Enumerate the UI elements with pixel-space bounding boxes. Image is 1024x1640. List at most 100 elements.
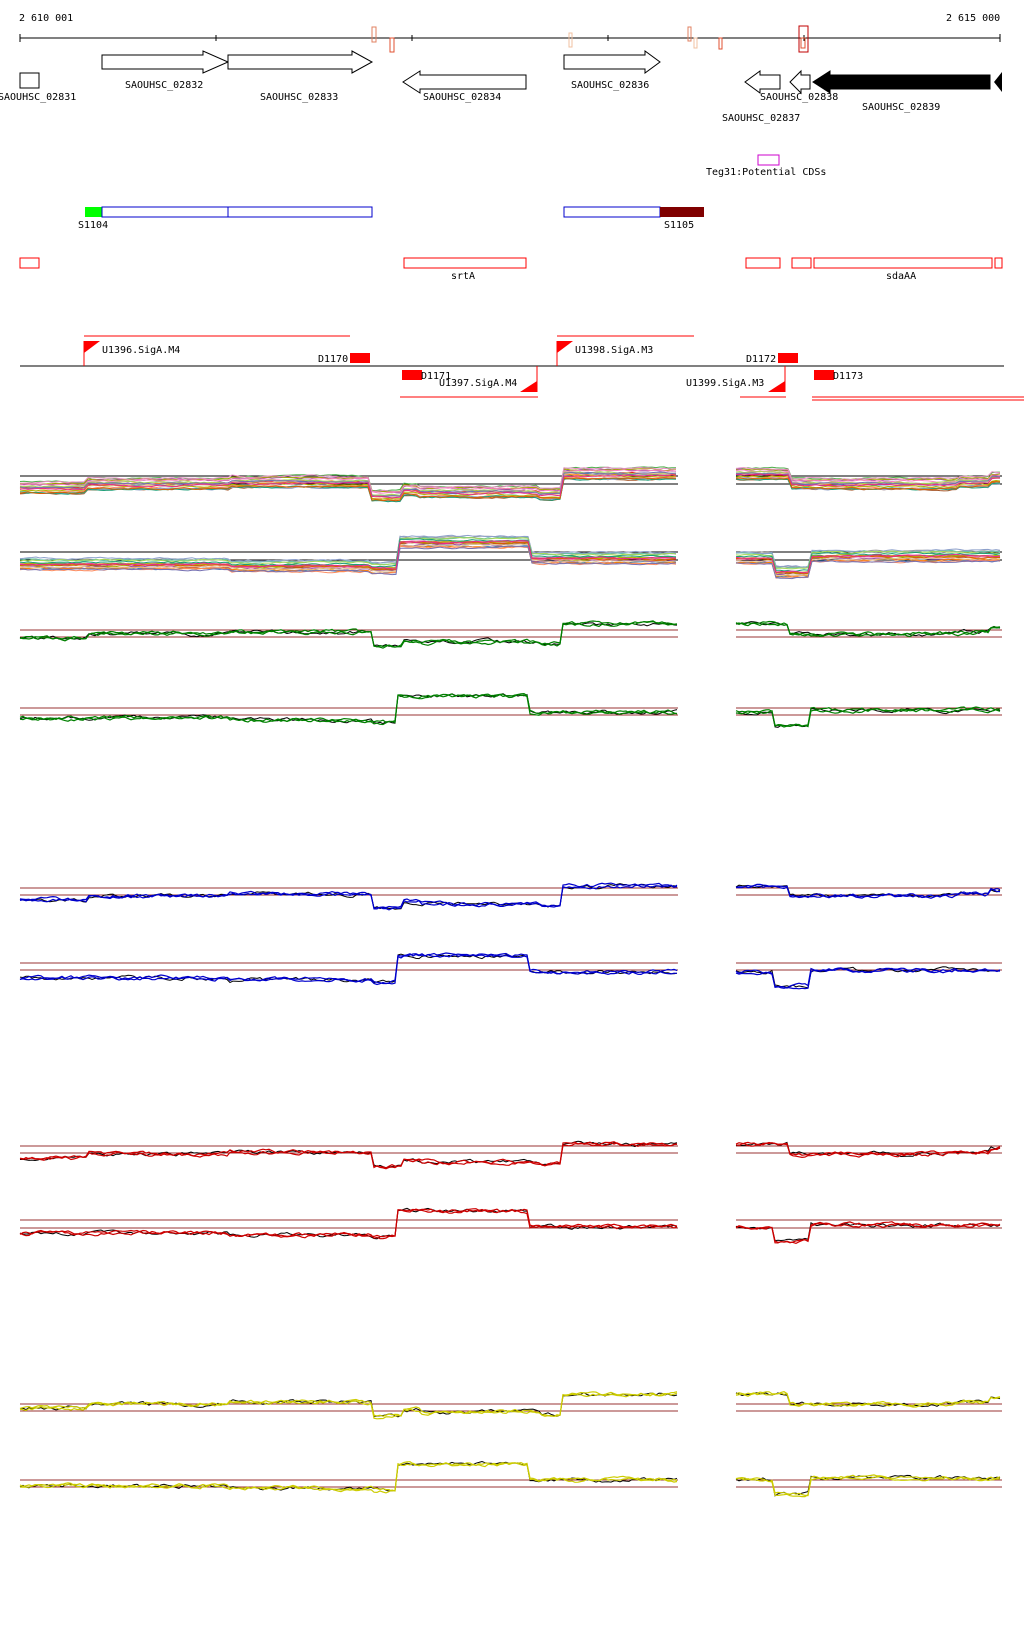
expression-panels <box>19 466 1002 1498</box>
panel-1-profile <box>19 471 677 496</box>
gene-saouhsc-02836[interactable]: SAOUHSC_02836 <box>563 50 661 91</box>
segment-label: S1105 <box>664 220 694 231</box>
panel-1-profile <box>20 545 677 576</box>
gene-track: SAOUHSC_02831 SAOUHSC_02832 SAOUHSC_0283… <box>0 50 1002 124</box>
panel-1-profile <box>735 550 1001 570</box>
upshift-u1398[interactable]: U1398.SigA.M3 <box>556 341 653 366</box>
panel-4-profile-top <box>735 1141 1001 1159</box>
gene-label: SAOUHSC_02832 <box>125 80 203 91</box>
downshift-label: D1172 <box>746 354 776 365</box>
gene-saouhsc-02834[interactable]: SAOUHSC_02834 <box>402 70 527 103</box>
potential-cds-track: Teg31:Potential CDSs <box>706 154 826 178</box>
gene-saouhsc-02837[interactable]: SAOUHSC_02837 <box>722 70 800 124</box>
panel-1-profile <box>19 474 677 499</box>
panel-5-profile-bottom <box>19 1461 678 1492</box>
panel-1-profile <box>735 473 1001 487</box>
segment-s1104-a[interactable] <box>101 206 229 218</box>
gene-saouhsc-02833[interactable]: SAOUHSC_02833 <box>227 50 374 103</box>
panel-4-profile-top <box>19 1141 678 1169</box>
panel-4-profile-bottom <box>19 1208 678 1238</box>
gene-name-track: srtA sdaAA <box>19 257 1003 282</box>
panel-4-profile-top <box>735 1142 1001 1158</box>
panel-2-profile-top <box>735 620 1001 638</box>
panel-1-profile <box>735 560 1001 580</box>
coordinate-ruler <box>19 25 1001 53</box>
segment-s1104-start[interactable] <box>85 207 102 217</box>
gene-name-label: sdaAA <box>886 271 916 282</box>
panel-1-profile <box>19 538 677 568</box>
downshift-label: D1171 <box>421 371 451 382</box>
upshift-label: U1397.SigA.M4 <box>439 378 517 389</box>
gene-label: SAOUHSC_02833 <box>260 92 338 103</box>
panel-5-profile-top <box>19 1391 678 1420</box>
panel-1-profile <box>735 477 1001 491</box>
panel-2-profile-top <box>19 620 678 649</box>
panel-3-profile-bottom <box>19 953 678 984</box>
panel-4-profile-bottom <box>735 1221 1001 1244</box>
panel-2-profile-top <box>735 622 1001 638</box>
panel-2-profile-top <box>736 621 1001 637</box>
gene-label: SAOUHSC_02839 <box>862 102 940 113</box>
panel-1-profile <box>735 556 1001 577</box>
panel-2-profile-bottom <box>19 693 678 724</box>
gene-saouhsc-02831[interactable]: SAOUHSC_02831 <box>0 72 76 103</box>
segment-s1104-b[interactable] <box>227 206 373 218</box>
segment-track: S1104 S1105 <box>78 206 704 231</box>
sdaaa-box[interactable] <box>813 257 993 269</box>
gene-label: SAOUHSC_02837 <box>722 113 800 124</box>
gene-name-label: srtA <box>451 271 475 282</box>
gene-label: SAOUHSC_02831 <box>0 92 76 103</box>
gene-saouhsc-02832[interactable]: SAOUHSC_02832 <box>101 50 230 91</box>
segment-s1105-end[interactable] <box>660 207 704 217</box>
panel-1-profile <box>735 553 1001 574</box>
panel-2-profile-bottom <box>735 707 1001 728</box>
panel-3-profile-top <box>735 884 1001 899</box>
upshift-label: U1396.SigA.M4 <box>102 345 180 356</box>
downshift-d1170[interactable]: D1170 <box>318 353 370 365</box>
panel-1-profile <box>735 467 1001 481</box>
panel-1-profile <box>19 540 677 570</box>
panel-1-profile <box>19 543 677 573</box>
panel-2-profile-top <box>19 622 678 648</box>
panel-3-profile-bottom <box>735 967 1001 990</box>
segment-label: S1104 <box>78 220 108 231</box>
panel-2-profile-bottom <box>735 706 1001 728</box>
potential-cds-label: Teg31:Potential CDSs <box>706 167 826 178</box>
panel-1-profile <box>19 466 677 493</box>
srta-box[interactable] <box>403 257 527 269</box>
upshift-u1397[interactable]: U1397.SigA.M4 <box>439 366 538 392</box>
panel-1-profile <box>735 475 1001 489</box>
downshift-d1172[interactable]: D1172 <box>746 353 798 365</box>
ruler-start-label: 2 610 001 <box>19 13 74 24</box>
panel-4-profile-bottom <box>19 1207 678 1240</box>
downshift-d1173[interactable]: D1173 <box>814 370 863 382</box>
panel-1-profile <box>19 536 677 566</box>
panel-1-profile <box>19 477 677 502</box>
panel-3-profile-bottom <box>19 953 678 985</box>
panel-1-profile <box>19 471 677 497</box>
upshift-label: U1398.SigA.M3 <box>575 345 653 356</box>
gene-saouhsc-02839[interactable]: SAOUHSC_02839 <box>812 70 1002 113</box>
panel-1-profile <box>735 471 1001 485</box>
panel-5-profile-bottom <box>735 1475 1001 1498</box>
upshift-u1396[interactable]: U1396.SigA.M4 <box>83 341 180 366</box>
downshift-label: D1170 <box>318 354 348 365</box>
upshift-u1399[interactable]: U1399.SigA.M3 <box>686 366 786 392</box>
transcription-shift-track: U1396.SigA.M4 U1397.SigA.M4 U1398.SigA.M… <box>20 335 1024 401</box>
panel-4-profile-top <box>19 1140 678 1169</box>
downshift-label: D1173 <box>833 371 863 382</box>
panel-5-profile-top <box>735 1392 1001 1407</box>
gene-label: SAOUHSC_02836 <box>571 80 649 91</box>
upshift-label: U1399.SigA.M3 <box>686 378 764 389</box>
ruler-end-label: 2 615 000 <box>946 13 1001 24</box>
segment-s1105-a[interactable] <box>563 206 661 218</box>
potential-cds-box[interactable] <box>757 154 780 166</box>
gene-label: SAOUHSC_02834 <box>423 92 501 103</box>
gene-saouhsc-02838[interactable]: SAOUHSC_02838 <box>760 69 838 103</box>
panel-3-profile-top <box>19 882 678 909</box>
downshift-d1171[interactable]: D1171 <box>402 370 451 382</box>
panel-3-profile-top <box>19 882 678 911</box>
panel-5-profile-top <box>19 1392 678 1418</box>
panel-3-profile-top <box>19 883 678 910</box>
